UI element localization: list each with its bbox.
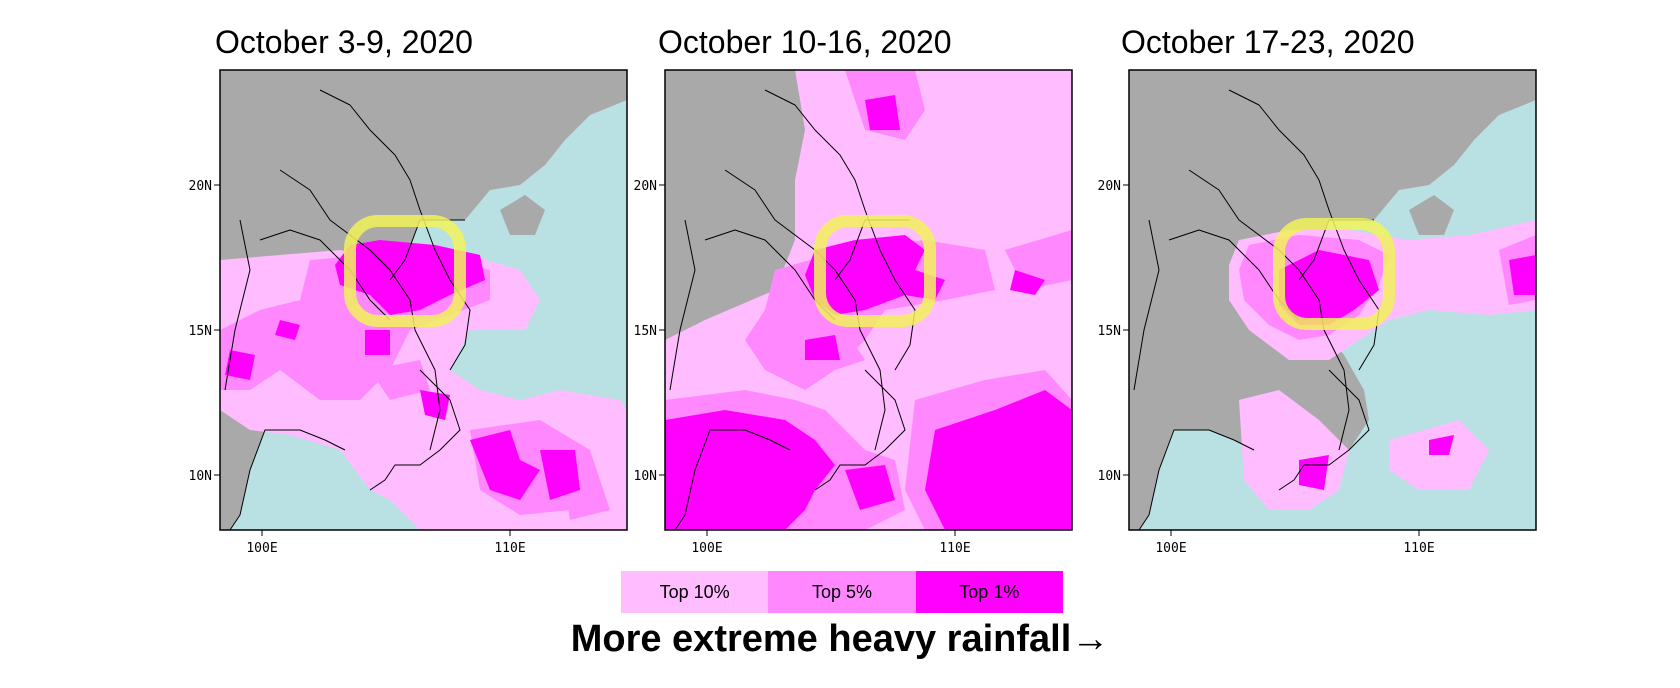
country-borders xyxy=(224,89,471,531)
map-frame xyxy=(1128,69,1537,531)
hainan-island xyxy=(500,195,545,235)
country-borders xyxy=(1133,89,1380,531)
rainfall-map: 20N 15N 10N 100E 110E xyxy=(634,69,1073,556)
y-tick-label: 20N xyxy=(189,179,212,194)
legend-label: Top 5% xyxy=(811,581,873,602)
rain-top1-area xyxy=(665,335,1072,530)
map-panel-2: October 10-16, 2020 20N 15N 10N 100E 110… xyxy=(625,0,1073,560)
x-tick-label: 100E xyxy=(691,541,722,556)
rain-top1-area xyxy=(335,240,485,315)
legend-label: Top 10% xyxy=(659,581,730,602)
legend-label: Top 1% xyxy=(959,581,1020,602)
map-frame xyxy=(219,69,628,531)
y-tick-label: 15N xyxy=(189,324,212,339)
y-tick-label: 20N xyxy=(1098,179,1121,194)
rainfall-map: 20N 15N 10N 100E 110E xyxy=(189,69,628,556)
panel-title: October 17-23, 2020 xyxy=(1121,24,1415,60)
y-tick-label: 10N xyxy=(189,469,212,484)
map-panel-1: October 3-9, 2020 20N 15N 10N 100E 110E xyxy=(180,0,628,560)
panel-title: October 10-16, 2020 xyxy=(658,24,952,60)
country-borders xyxy=(669,89,916,531)
x-tick-label: 100E xyxy=(1155,541,1186,556)
map-frame xyxy=(664,69,1073,531)
highlight-region xyxy=(814,215,936,327)
caption: More extreme heavy rainfall→ xyxy=(570,618,1110,660)
panel-title: October 3-9, 2020 xyxy=(215,24,473,60)
y-tick-label: 15N xyxy=(634,324,657,339)
rain-top1-area xyxy=(225,320,580,500)
legend-item-top10: Top 10% xyxy=(621,571,769,613)
y-tick-label: 20N xyxy=(634,179,657,194)
y-tick-label: 10N xyxy=(634,469,657,484)
highlight-region xyxy=(1273,218,1395,330)
legend-item-top5: Top 5% xyxy=(768,571,916,613)
land-mass xyxy=(1129,70,1536,530)
x-tick-label: 100E xyxy=(246,541,277,556)
y-tick-label: 10N xyxy=(1098,469,1121,484)
rainfall-map: 20N 15N 10N 100E 110E xyxy=(1098,69,1537,556)
highlight-region xyxy=(344,215,466,327)
rainfall-legend: Top 10% Top 5% Top 1% xyxy=(621,571,1063,613)
legend-item-top1: Top 1% xyxy=(915,571,1063,613)
rain-top1-area xyxy=(1279,250,1536,490)
hainan-island xyxy=(1409,195,1454,235)
rain-top1-area xyxy=(805,95,1045,315)
x-tick-label: 110E xyxy=(494,541,525,556)
map-panel-3: October 17-23, 2020 20N 15N 10N 100E 110… xyxy=(1089,0,1537,560)
x-tick-label: 110E xyxy=(1403,541,1434,556)
x-tick-label: 110E xyxy=(939,541,970,556)
rain-top5-area xyxy=(745,70,995,390)
y-tick-label: 15N xyxy=(1098,324,1121,339)
